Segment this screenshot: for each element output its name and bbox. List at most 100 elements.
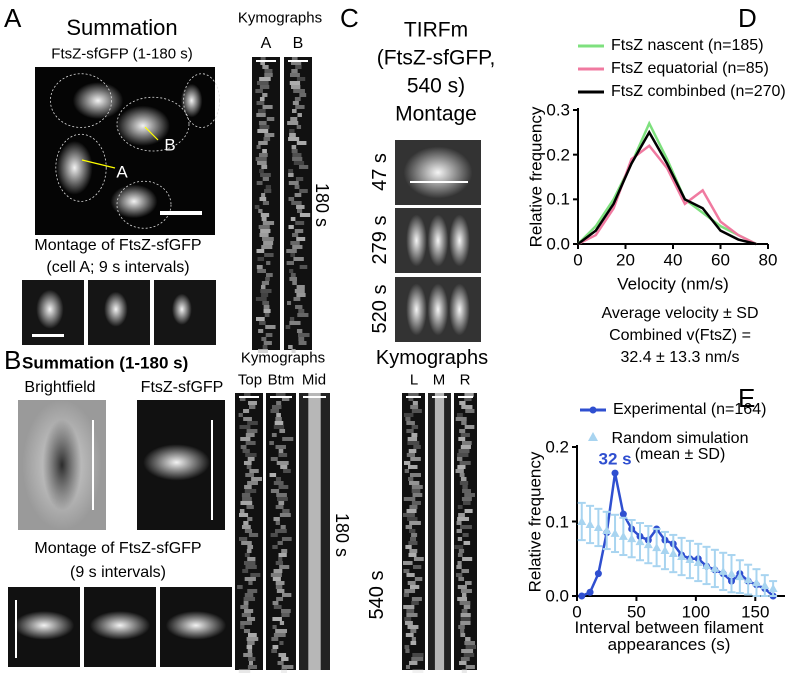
signal — [42, 419, 82, 511]
kymo-line — [464, 397, 472, 401]
kymo-line — [286, 249, 297, 253]
kymo-line — [406, 509, 417, 513]
data-point — [727, 569, 737, 578]
kymo-line — [288, 137, 300, 141]
kymo-line — [293, 297, 301, 301]
data-point — [660, 546, 670, 555]
kymo-line — [240, 625, 245, 629]
kymo-line — [411, 533, 418, 537]
summary-note: Combined v(FtsZ) = — [609, 327, 751, 344]
kymo-line — [289, 277, 298, 281]
panel-title: Summation — [66, 15, 178, 40]
scale-bar — [160, 211, 202, 215]
scale-bar — [406, 396, 421, 398]
kymo-line — [409, 529, 416, 533]
kymo-line — [461, 569, 470, 573]
kymo-line — [294, 193, 302, 197]
kymo-line — [464, 393, 474, 397]
kymo-line — [281, 665, 294, 669]
kymo-line — [246, 617, 256, 621]
kymo-label: Btm — [267, 371, 295, 389]
kymo-line — [258, 121, 267, 125]
kymo-line — [244, 593, 254, 597]
signal — [427, 214, 449, 267]
kymo-line — [241, 613, 251, 617]
kymo-line — [291, 109, 297, 113]
kymo-line — [293, 89, 305, 93]
kymo-line — [256, 265, 263, 269]
kymo-line — [409, 505, 418, 509]
kymo-line — [273, 569, 283, 573]
kymo-title: Kymographs — [240, 349, 326, 367]
kymo-line — [258, 329, 264, 333]
kymo-line — [275, 417, 282, 421]
kymo-line — [272, 601, 279, 605]
kymo-line — [295, 177, 304, 181]
kymo-line — [410, 629, 417, 633]
kymo-line — [247, 589, 258, 593]
kymo-line — [276, 413, 281, 417]
kymo-line — [292, 101, 299, 105]
kymo-line — [260, 173, 271, 177]
kymo-line — [245, 473, 254, 477]
panel-letter: C — [340, 3, 359, 33]
kymo-line — [287, 301, 292, 305]
kymo-line — [290, 241, 300, 245]
kymo-line — [408, 393, 419, 397]
kymo-line — [462, 533, 469, 537]
kymo-line — [293, 161, 305, 165]
kymo-line — [270, 573, 282, 577]
signal — [110, 184, 158, 219]
kymo-line — [408, 541, 418, 545]
kymo-line — [278, 653, 287, 657]
kymo-line — [292, 245, 303, 249]
kymo-line — [263, 137, 271, 141]
kymo-line — [463, 653, 475, 657]
kymo-line — [271, 637, 279, 641]
kymo-line — [408, 477, 414, 481]
kymo-line — [297, 313, 309, 317]
kymo-line — [404, 589, 416, 593]
kymo-line — [460, 445, 471, 449]
kymo-line — [290, 117, 298, 121]
kymo-line — [275, 585, 283, 589]
kymo-line — [282, 509, 290, 513]
kymo-line — [261, 217, 267, 221]
kymo-line — [457, 465, 466, 469]
kymo-line — [460, 617, 471, 621]
scale-bar — [270, 396, 292, 398]
kymo-label: L — [409, 371, 419, 389]
kymo-line — [257, 257, 265, 261]
kymo-line — [405, 649, 410, 653]
kymo-line — [289, 133, 296, 137]
kymo-line — [258, 209, 263, 213]
kymo-line — [294, 229, 304, 233]
kymo-line — [245, 565, 257, 569]
kymo-line — [406, 453, 415, 457]
kymo-line — [458, 549, 465, 553]
kymo-line — [463, 605, 471, 609]
panel-letter: A — [4, 3, 22, 33]
kymo-line — [291, 69, 298, 73]
kymo-line — [264, 69, 273, 73]
kymo-line — [257, 349, 268, 353]
kymo-line — [262, 301, 270, 305]
signal — [180, 83, 203, 118]
kymo-line — [459, 601, 471, 605]
kymo-line — [255, 89, 263, 93]
kymo-line — [279, 621, 285, 625]
kymo-line — [258, 109, 266, 113]
scale-bar — [288, 60, 308, 62]
kymo-line — [409, 473, 421, 477]
x-tick-label: 0 — [572, 602, 582, 622]
legend-label: Random simulation (mean ± SD) — [611, 430, 749, 463]
kymo-line — [247, 557, 256, 561]
cell-outline — [50, 73, 113, 128]
kymo-line — [251, 477, 262, 481]
data-point — [577, 517, 587, 525]
kymo-line — [256, 81, 269, 85]
kymo-line — [248, 401, 257, 405]
kymo-line — [259, 97, 265, 101]
kymo-time: 180 s — [312, 182, 332, 228]
kymo-line — [238, 669, 251, 673]
